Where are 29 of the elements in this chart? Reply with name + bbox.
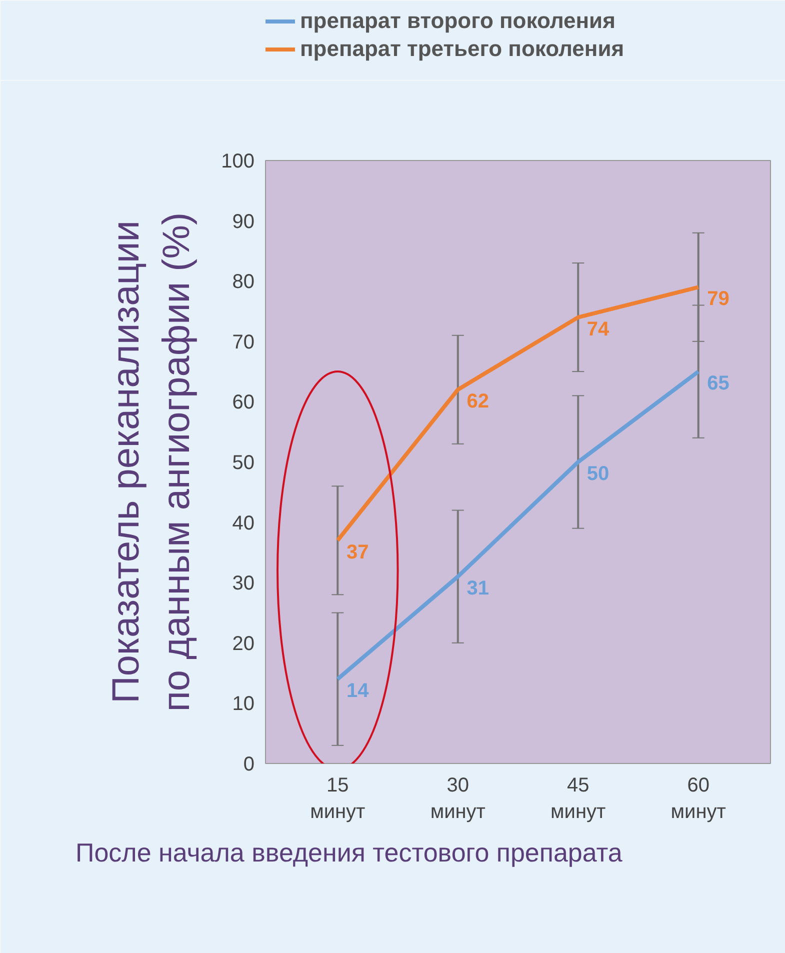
x-tick-label: 60 минут [670, 774, 726, 823]
x-tick-label: 45 минут [550, 774, 606, 823]
y-tick-label: 30 [232, 572, 255, 595]
y-tick-label: 80 [232, 271, 255, 294]
y-tick-label: 90 [232, 210, 255, 233]
line-series [336, 285, 700, 542]
data-label: 37 [346, 541, 369, 564]
y-tick-label: 20 [232, 632, 255, 655]
data-label: 14 [346, 680, 370, 702]
data-label: 79 [707, 288, 730, 310]
x-tick-label: 30 минут [430, 774, 486, 823]
data-label: 62 [466, 390, 489, 413]
y-tick-label: 70 [232, 331, 255, 354]
x-axis-title: После начала введения тестового препарата [76, 838, 623, 868]
y-tick-label: 60 [232, 392, 255, 414]
y-tick-label: 10 [232, 693, 255, 716]
y-tick-label: 50 [232, 452, 255, 474]
data-label: 65 [707, 372, 730, 395]
line-series [336, 370, 700, 682]
data-label: 50 [586, 463, 610, 485]
y-tick-label: 40 [232, 512, 255, 534]
y-axis-title: Показатель реканализации по данным ангиографии (%) [106, 212, 198, 712]
y-tick-label: 100 [221, 150, 255, 172]
y-tick-label: 0 [243, 754, 254, 776]
legend-label: препарат второго поколения [300, 8, 616, 34]
data-label: 74 [586, 318, 610, 340]
data-label: 31 [466, 578, 489, 600]
x-tick-label: 15 минут [310, 774, 366, 823]
legend-label: препарат третьего поколения [300, 36, 624, 62]
